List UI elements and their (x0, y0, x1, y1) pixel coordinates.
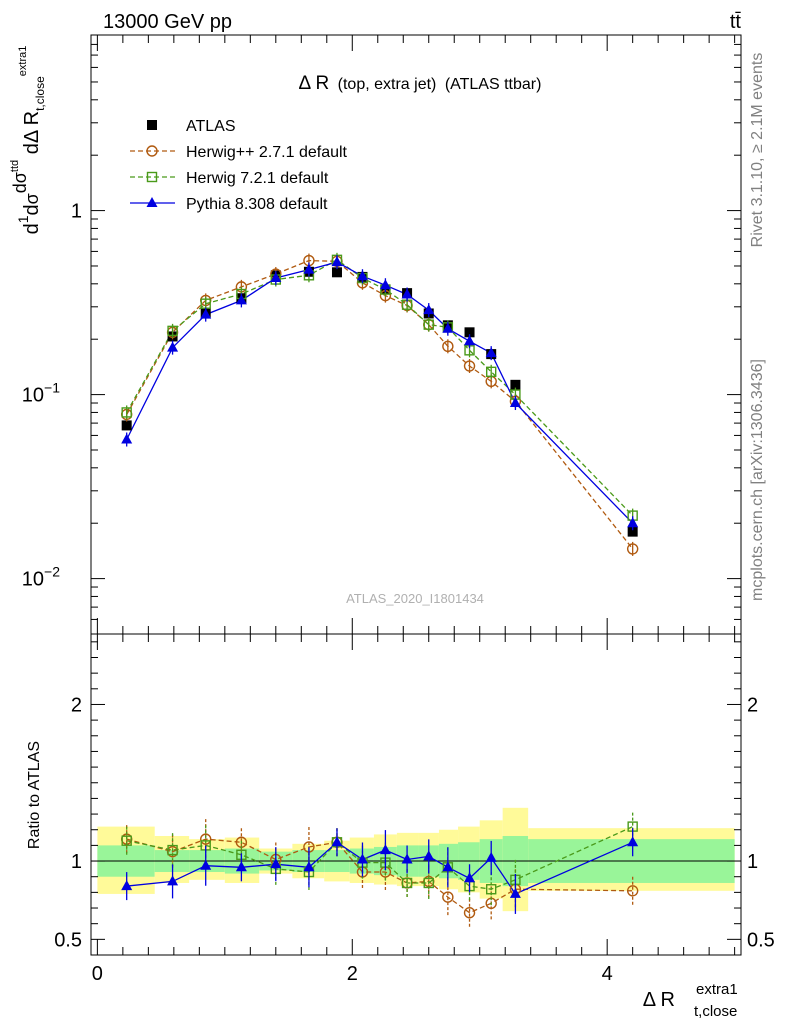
header-process-label: tt̄ (730, 11, 742, 33)
legend-label: Herwig++ 2.7.1 default (186, 144, 348, 161)
data-point (331, 256, 343, 267)
title-small: (top, extra jet) (338, 76, 437, 93)
x-axis-label: Δ R extra1 t,close (643, 981, 738, 1020)
data-point (626, 543, 639, 555)
legend-marker (147, 120, 157, 130)
data-point (303, 263, 315, 274)
ratio-y-tick-label: 2 (71, 694, 82, 716)
title-main: Δ R (299, 73, 330, 94)
x-axis-label-main: Δ R (643, 989, 675, 1011)
ratio-plot: 0.5 0.5 1 1 2 2 0 2 4 (54, 633, 775, 985)
ratio-point (464, 872, 476, 883)
ratio-y-tick-label: 0.5 (54, 929, 82, 951)
ratio-point (423, 850, 435, 861)
y-tick-label: 1 (71, 201, 82, 223)
ratio-series-line-1 (126, 826, 633, 890)
x-axis-label-sub: t,close (694, 1003, 737, 1020)
data-point (379, 279, 391, 290)
ratio-series-line-2 (126, 841, 633, 895)
ratio-y-tick-label: 1 (71, 851, 82, 873)
y-tick-label: 10−2 (22, 564, 60, 591)
ratio-plot-frame (90, 633, 742, 956)
ratio-point (485, 851, 497, 862)
ratio-point (167, 844, 178, 856)
y-tick-label: 10−1 (22, 380, 60, 407)
data-point (485, 347, 497, 358)
main-plot: 10−2 10−1 1 Δ R (top, extra jet) (ATLAS tt… (22, 34, 742, 635)
legend-label: Pythia 8.308 default (186, 196, 328, 213)
y-axis-label: d1dσdσttd dΔ Rt,closeextra1 (9, 46, 47, 235)
ratio-point (121, 835, 132, 846)
ratio-point (200, 833, 212, 845)
ratio-point (442, 891, 454, 903)
legend-marker (146, 171, 158, 183)
data-point (235, 294, 247, 305)
rivet-label: Rivet 3.1.10, ≥ 2.1M events (749, 53, 766, 248)
legend-label: ATLAS (186, 118, 236, 135)
mcplots-label: mcplots.cern.ch [arXiv:1306.3436] (749, 359, 766, 601)
data-point (463, 360, 476, 372)
ratio-y-axis-label: Ratio to ATLAS (26, 741, 43, 849)
data-point (121, 407, 132, 418)
plot-title: Δ R (top, extra jet) (ATLAS ttbar) (299, 73, 542, 94)
data-point (423, 304, 435, 315)
ratio-point (401, 853, 413, 864)
data-point (270, 272, 282, 283)
data-point (627, 517, 639, 528)
data-point (401, 288, 413, 299)
data-point (356, 270, 368, 281)
series-line-3 (126, 261, 634, 524)
data-point (200, 308, 212, 319)
title-tail: (ATLAS ttbar) (445, 76, 542, 93)
y-axis-label-text: d1dσdσttd dΔ Rt,closeextra1 (9, 46, 47, 235)
ratio-point (121, 880, 133, 891)
legend-marker (146, 197, 158, 207)
legend: ATLAS Herwig++ 2.7.1 default Herwig 7.2.1 … (130, 118, 348, 213)
ratio-y-tick-label-right: 1 (747, 851, 758, 873)
data-point (464, 327, 475, 338)
ratio-point (331, 836, 343, 847)
data-point (464, 335, 476, 346)
data-point (627, 526, 638, 537)
x-tick-label: 0 (92, 963, 103, 985)
data-point (121, 420, 132, 431)
ratio-y-tick-label-right: 0.5 (747, 929, 775, 951)
data-point (167, 325, 178, 337)
ratio-point (423, 877, 434, 889)
ratio-point (303, 861, 315, 872)
data-point (510, 379, 521, 390)
ratio-point (626, 885, 639, 897)
analysis-watermark: ATLAS_2020_I1801434 (346, 591, 484, 606)
data-point (121, 433, 133, 444)
ratio-point (401, 877, 413, 889)
data-point (331, 267, 342, 278)
data-point (485, 366, 497, 378)
header-collision-label: 13000 GeV pp (103, 11, 232, 33)
series-line-2 (126, 259, 634, 517)
x-tick-label: 2 (347, 963, 358, 985)
ratio-point (235, 861, 247, 872)
ratio-y-tick-label-right: 2 (747, 694, 758, 716)
legend-label: Herwig 7.2.1 default (186, 170, 329, 187)
ratio-point (167, 875, 179, 886)
ratio-point (442, 861, 454, 872)
ratio-point (485, 884, 497, 895)
legend-marker (146, 145, 158, 157)
ratio-point (270, 858, 282, 869)
ratio-point (627, 836, 639, 847)
data-point (442, 322, 454, 333)
data-point (442, 340, 454, 353)
data-point (509, 397, 521, 408)
data-point (167, 341, 179, 352)
x-axis-label-sup: extra1 (696, 981, 738, 998)
data-point (423, 319, 434, 330)
ratio-series-line-0 (126, 838, 633, 914)
ratio-point (379, 844, 391, 855)
x-tick-label: 4 (602, 963, 613, 985)
ratio-point (356, 853, 368, 864)
ratio-point (463, 907, 476, 919)
ratio-point (200, 859, 212, 870)
ratio-point (509, 887, 521, 898)
